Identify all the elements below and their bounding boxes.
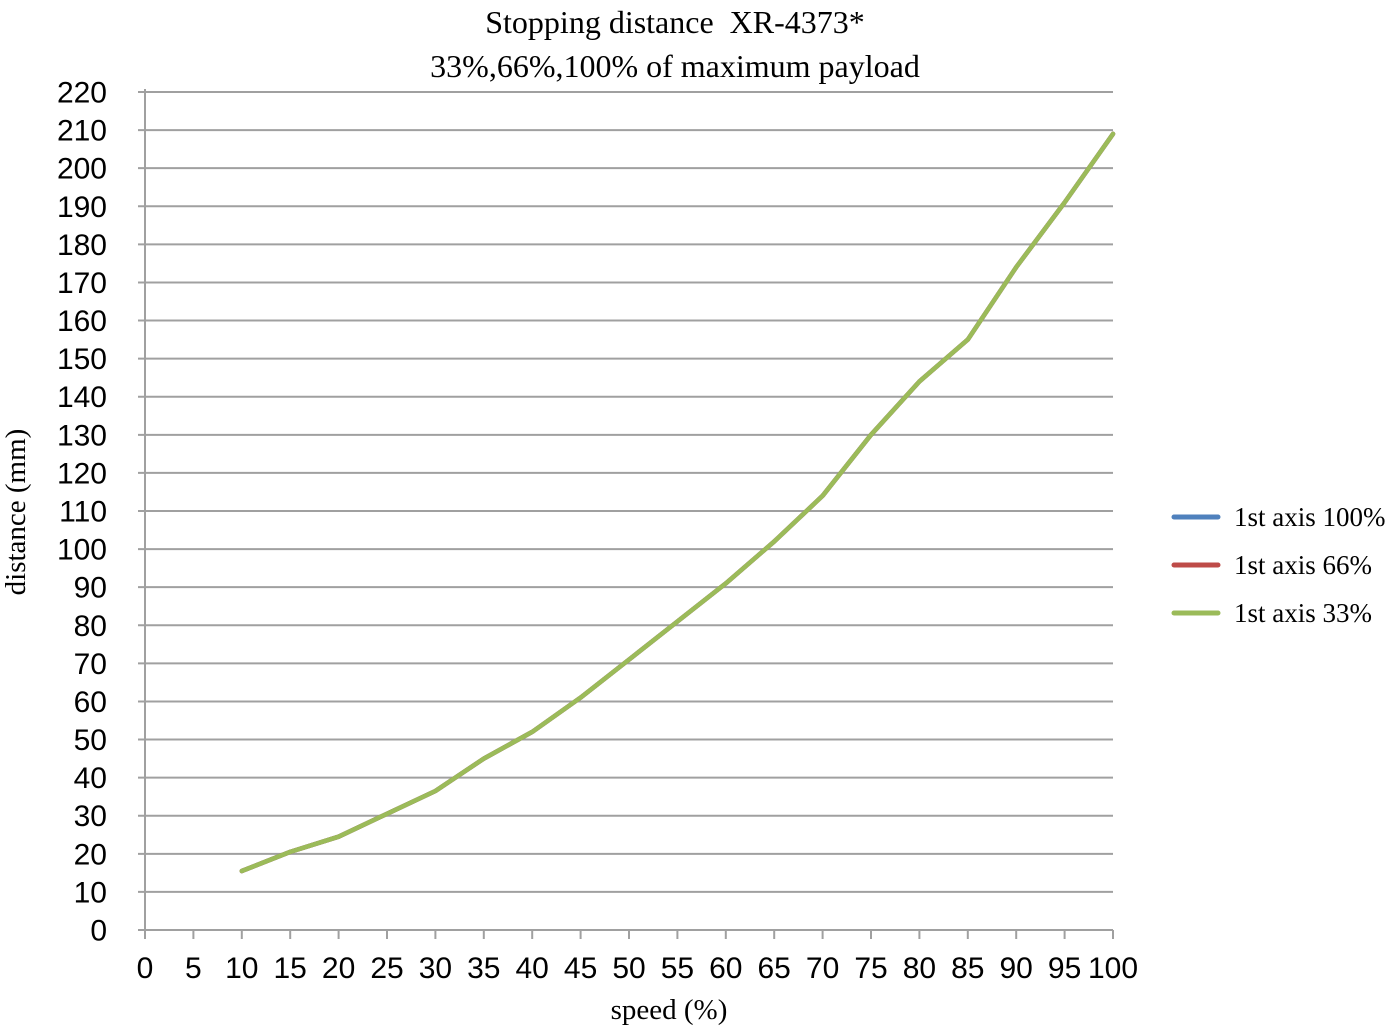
y-axis-title: distance (mm)	[0, 428, 32, 596]
y-tick-label: 50	[74, 724, 107, 757]
x-tick-label: 5	[185, 952, 202, 985]
x-tick-label: 40	[516, 952, 549, 985]
x-tick-label: 65	[758, 952, 791, 985]
y-tick-label: 170	[57, 267, 107, 300]
x-tick-label: 75	[854, 952, 887, 985]
chart-subtitle: 33%,66%,100% of maximum payload	[430, 48, 920, 84]
y-tick-label: 130	[57, 419, 107, 452]
x-tick-label: 25	[370, 952, 403, 985]
y-tick-label: 80	[74, 610, 107, 643]
x-tick-label: 35	[467, 952, 500, 985]
x-tick-label: 0	[137, 952, 154, 985]
y-tick-label: 60	[74, 686, 107, 719]
y-tick-label: 110	[59, 496, 107, 529]
y-tick-label: 220	[57, 77, 107, 110]
x-tick-label: 85	[951, 952, 984, 985]
y-tick-label: 140	[57, 381, 107, 414]
y-tick-label: 100	[57, 534, 107, 567]
chart-title: Stopping distance XR-4373*	[485, 4, 865, 40]
legend-label: 1st axis 66%	[1234, 550, 1372, 580]
x-tick-label: 80	[903, 952, 936, 985]
y-tick-label: 200	[57, 153, 107, 186]
y-tick-label: 150	[57, 343, 107, 376]
x-tick-label: 10	[225, 952, 258, 985]
series-line-1st-axis-33-	[239, 131, 1116, 874]
legend-label: 1st axis 100%	[1234, 502, 1386, 532]
y-tick-label: 160	[57, 305, 107, 338]
x-tick-label: 15	[274, 952, 307, 985]
x-tick-label: 45	[564, 952, 597, 985]
y-tick-label: 70	[74, 648, 107, 681]
x-tick-label: 70	[806, 952, 839, 985]
y-tick-label: 90	[74, 572, 107, 605]
x-tick-label: 50	[612, 952, 645, 985]
y-tick-label: 20	[74, 838, 107, 871]
x-tick-label: 20	[322, 952, 355, 985]
x-tick-label: 95	[1048, 952, 1081, 985]
x-tick-label: 60	[709, 952, 742, 985]
y-tick-label: 30	[74, 800, 107, 833]
x-tick-label: 100	[1088, 952, 1138, 985]
x-tick-label: 90	[1000, 952, 1033, 985]
y-tick-label: 0	[90, 915, 107, 948]
x-tick-label: 30	[419, 952, 452, 985]
legend-label: 1st axis 33%	[1234, 598, 1372, 628]
x-axis-title: speed (%)	[610, 994, 728, 1026]
y-tick-label: 180	[57, 229, 107, 262]
y-tick-label: 120	[57, 457, 107, 490]
y-tick-label: 10	[74, 876, 107, 909]
y-tick-label: 40	[74, 762, 107, 795]
x-tick-label: 55	[661, 952, 694, 985]
y-tick-label: 210	[57, 115, 107, 148]
y-tick-label: 190	[57, 191, 107, 224]
